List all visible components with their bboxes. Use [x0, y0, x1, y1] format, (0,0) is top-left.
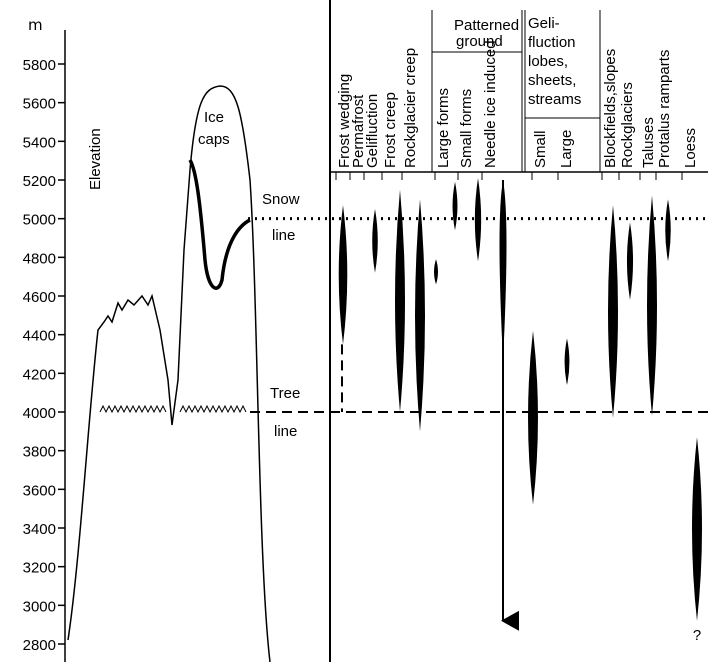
- range: [692, 437, 702, 621]
- y-tick-label: 4000: [23, 405, 56, 422]
- range: [475, 178, 481, 261]
- category-label: Loess: [682, 128, 699, 168]
- y-tick-label: 5400: [23, 134, 56, 151]
- group-label: Patterned: [454, 17, 519, 34]
- range: [565, 339, 570, 385]
- tree-line-label: Tree: [270, 385, 300, 402]
- y-unit: m: [28, 16, 43, 34]
- y-tick-label: 3000: [23, 598, 56, 615]
- snow-line-label: Snow: [262, 191, 300, 208]
- group-label: streams: [528, 91, 581, 108]
- category-label: Needle ice induced: [482, 40, 499, 168]
- loess-note: ?: [693, 627, 701, 644]
- y-tick-label: 3200: [23, 560, 56, 577]
- range: [372, 209, 378, 273]
- y-tick-label: 5200: [23, 173, 56, 190]
- range: [434, 259, 438, 284]
- category-label: Taluses: [640, 117, 657, 168]
- y-tick-label: 3800: [23, 444, 56, 461]
- snow-line-label: line: [272, 227, 295, 244]
- ice-cap: [190, 160, 250, 288]
- y-tick-label: 5600: [23, 96, 56, 113]
- y-tick-label: 4200: [23, 366, 56, 383]
- elevation-label: Elevation: [87, 128, 104, 190]
- y-tick-label: 2800: [23, 637, 56, 654]
- range: [415, 199, 425, 431]
- y-tick-label: 4400: [23, 328, 56, 345]
- y-tick-label: 4800: [23, 250, 56, 267]
- category-label: Rockglaciers: [619, 82, 636, 168]
- category-label: Gelifluction: [364, 94, 381, 168]
- y-tick-label: 3600: [23, 482, 56, 499]
- range: [665, 199, 670, 261]
- category-label: Small: [532, 130, 549, 168]
- group-label: lobes,: [528, 53, 568, 70]
- range: [647, 195, 657, 415]
- range: [339, 205, 348, 344]
- category-label: Large forms: [435, 88, 452, 168]
- y-tick-label: 4600: [23, 289, 56, 306]
- group-label: Geli-: [528, 15, 560, 32]
- range: [395, 190, 405, 412]
- range: [608, 205, 618, 418]
- ice-caps-label: Ice: [204, 109, 224, 126]
- y-tick-label: 5000: [23, 212, 56, 229]
- y-tick-label: 5800: [23, 57, 56, 74]
- tree-line-label: line: [274, 423, 297, 440]
- group-label: fluction: [528, 34, 576, 51]
- category-label: Rockglacier creep: [402, 48, 419, 168]
- ice-caps-label: caps: [198, 131, 230, 148]
- range: [627, 223, 633, 300]
- category-label: Protalus ramparts: [656, 50, 673, 168]
- range-head: [500, 180, 507, 360]
- y-tick-label: 3400: [23, 521, 56, 538]
- category-label: Small forms: [458, 89, 475, 168]
- category-label: Frost creep: [382, 92, 399, 168]
- category-label: Blockfields,slopes: [602, 49, 619, 168]
- tree-marks: [100, 406, 246, 412]
- category-label: Large: [558, 130, 575, 168]
- range: [453, 182, 458, 230]
- range: [528, 331, 538, 505]
- group-label: sheets,: [528, 72, 576, 89]
- chart: m Elevation Ice caps Snow line Tree line…: [0, 0, 708, 662]
